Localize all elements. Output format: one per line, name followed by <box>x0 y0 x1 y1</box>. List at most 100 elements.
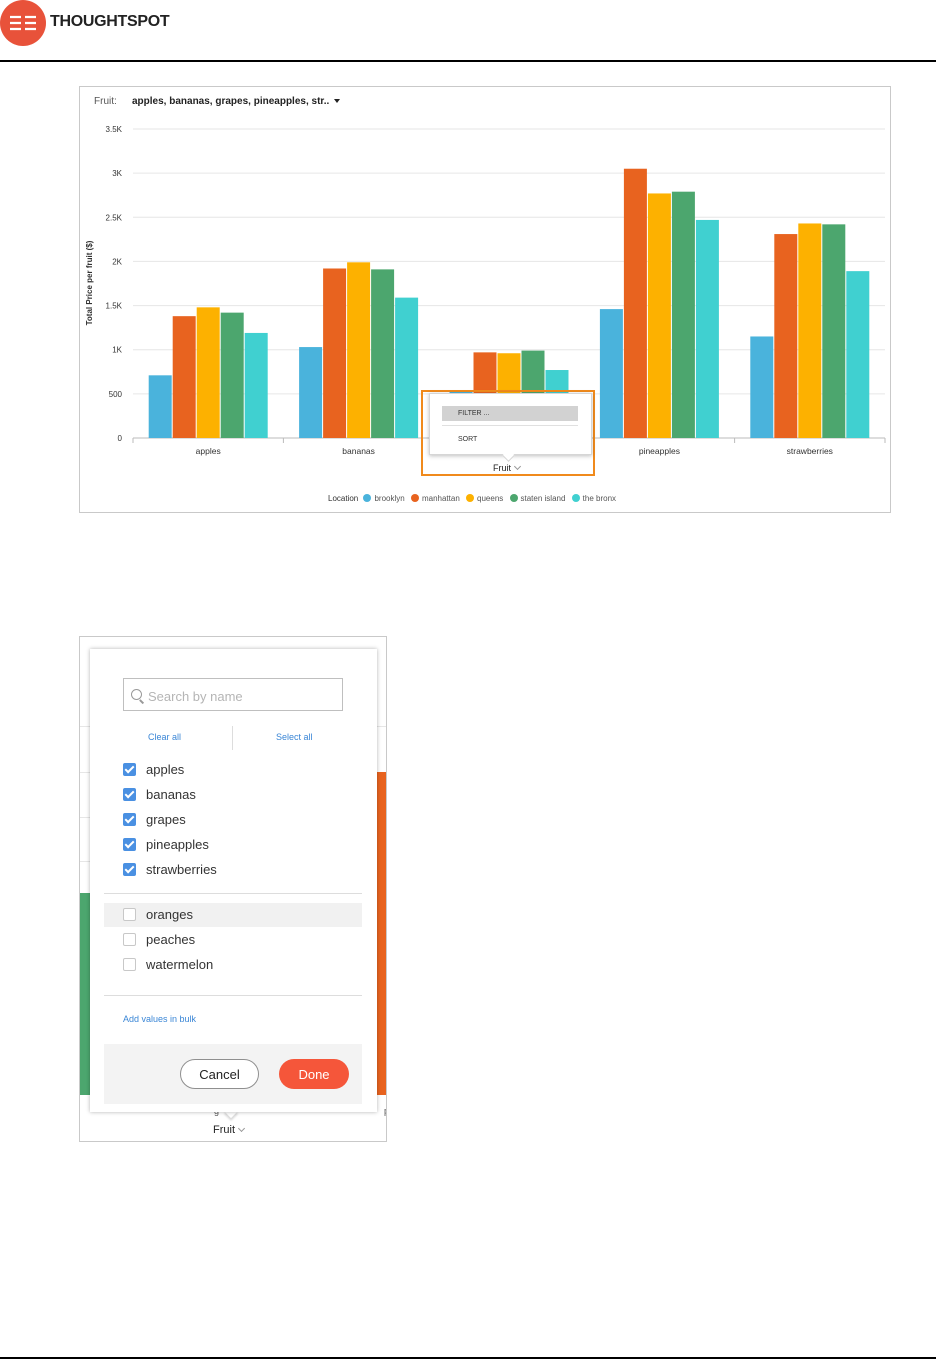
legend-label: the bronx <box>582 494 617 503</box>
search-box[interactable] <box>123 678 343 711</box>
page-header: THOUGHTSPOT <box>0 0 936 62</box>
bar-apples-staten-island <box>220 312 244 438</box>
search-icon <box>131 689 142 700</box>
option-label: bananas <box>146 787 196 802</box>
y-axis-label: Total Price per fruit ($) <box>85 240 94 325</box>
highlight-box <box>421 390 595 476</box>
background-bar <box>80 893 92 1095</box>
filter-value-text: apples, bananas, grapes, pineapples, str… <box>132 96 330 107</box>
x-axis-label-text: Fruit <box>213 1124 235 1136</box>
checkbox-checked-icon[interactable] <box>123 863 136 876</box>
option-label: oranges <box>146 907 193 922</box>
bar-pineapples-the-bronx <box>695 219 719 438</box>
menu-divider <box>442 425 578 426</box>
x-tick-label: strawberries <box>787 446 833 456</box>
brand-name: THOUGHTSPOT <box>50 13 170 30</box>
legend-label: staten island <box>520 494 566 503</box>
bar-bananas-queens <box>347 262 371 438</box>
y-tick-label: 3K <box>112 169 122 178</box>
legend-label: queens <box>477 494 504 503</box>
legend-dot-icon <box>509 494 518 502</box>
bar-strawberries-manhattan <box>774 234 798 438</box>
legend-dot-icon <box>410 494 419 502</box>
checkbox-unchecked-icon[interactable] <box>123 908 136 921</box>
bar-strawberries-the-bronx <box>846 271 870 438</box>
partial-label: p <box>384 1106 386 1116</box>
y-tick-label: 2K <box>112 257 122 266</box>
bar-bananas-the-bronx <box>395 297 419 438</box>
chart-figure: Fruit: apples, bananas, grapes, pineappl… <box>79 86 891 513</box>
checkbox-checked-icon[interactable] <box>123 763 136 776</box>
menu-item-filter[interactable]: FILTER ... <box>442 406 578 421</box>
footer-rule <box>0 1357 936 1359</box>
legend-item-brooklyn[interactable]: brooklyn <box>363 494 405 503</box>
y-tick-label: 3.5K <box>106 125 123 134</box>
bar-apples-queens <box>196 307 220 438</box>
panel-footer: Cancel Done <box>104 1044 362 1104</box>
bar-bananas-manhattan <box>323 268 347 438</box>
bar-pineapples-manhattan <box>623 168 647 438</box>
checkbox-checked-icon[interactable] <box>123 788 136 801</box>
clear-all-link[interactable]: Clear all <box>148 732 182 742</box>
legend-label: manhattan <box>421 494 460 503</box>
link-separator <box>232 726 233 750</box>
bar-bananas-staten-island <box>371 269 395 438</box>
menu-item-sort[interactable]: SORT <box>458 436 478 443</box>
filter-dropdown[interactable]: apples, bananas, grapes, pineapples, str… <box>132 96 341 107</box>
y-tick-label: 500 <box>109 390 123 399</box>
bar-apples-brooklyn <box>148 375 172 438</box>
add-values-bulk-link[interactable]: Add values in bulk <box>123 1014 197 1024</box>
option-label: watermelon <box>146 957 214 972</box>
thoughtspot-logo-icon <box>0 0 46 46</box>
divider <box>104 893 362 894</box>
checkbox-unchecked-icon[interactable] <box>123 933 136 946</box>
legend-dot-icon <box>363 494 372 502</box>
x-tick-label: apples <box>196 446 221 456</box>
checkbox-unchecked-icon[interactable] <box>123 958 136 971</box>
option-label: pineapples <box>146 837 209 852</box>
x-axis-label[interactable]: Fruit <box>493 462 522 473</box>
axis-context-menu: FILTER ... SORT <box>429 393 592 455</box>
chevron-down-icon <box>237 1124 246 1133</box>
legend-item-manhattan[interactable]: manhattan <box>410 494 460 503</box>
bar-pineapples-queens <box>647 193 671 438</box>
bar-pineapples-staten-island <box>671 191 695 438</box>
legend-item-queens[interactable]: queens <box>466 494 503 503</box>
header-rule <box>0 60 936 62</box>
chart-legend: Location brooklyn manhattan queens state… <box>328 494 620 503</box>
cancel-button[interactable]: Cancel <box>180 1059 259 1089</box>
x-tick-label: bananas <box>342 446 375 456</box>
legend-label: brooklyn <box>374 494 405 503</box>
option-label: peaches <box>146 932 196 947</box>
bar-strawberries-staten-island <box>822 224 846 438</box>
y-tick-label: 0 <box>118 434 123 443</box>
y-tick-label: 2.5K <box>106 213 123 222</box>
filter-label: Fruit: <box>94 96 117 107</box>
x-axis-label-text: Fruit <box>493 463 511 473</box>
option-label: apples <box>146 762 185 777</box>
divider <box>104 995 362 996</box>
x-axis-label[interactable]: Fruit <box>213 1124 246 1136</box>
legend-dot-icon <box>466 494 475 502</box>
bar-apples-the-bronx <box>244 332 268 438</box>
checkbox-checked-icon[interactable] <box>123 813 136 826</box>
option-label: grapes <box>146 812 186 827</box>
bar-pineapples-brooklyn <box>599 309 623 438</box>
search-input[interactable] <box>146 685 340 707</box>
caret-down-icon <box>334 99 341 104</box>
filter-panel: Clear all Select all apples bananas grap… <box>90 649 377 1112</box>
legend-item-the-bronx[interactable]: the bronx <box>571 494 617 503</box>
bar-apples-manhattan <box>172 316 196 438</box>
y-tick-label: 1.5K <box>106 302 123 311</box>
select-all-link[interactable]: Select all <box>276 732 313 742</box>
filter-figure: g p Fruit Clear all Select all apples ba… <box>79 636 387 1142</box>
hover-highlight <box>104 903 362 927</box>
chevron-down-icon <box>513 462 522 471</box>
checkbox-checked-icon[interactable] <box>123 838 136 851</box>
done-button[interactable]: Done <box>279 1059 349 1089</box>
background-bar <box>377 772 386 1095</box>
bar-bananas-brooklyn <box>299 347 323 438</box>
legend-title: Location <box>328 494 359 503</box>
legend-item-staten-island[interactable]: staten island <box>509 494 566 503</box>
x-tick-label: pineapples <box>639 446 680 456</box>
